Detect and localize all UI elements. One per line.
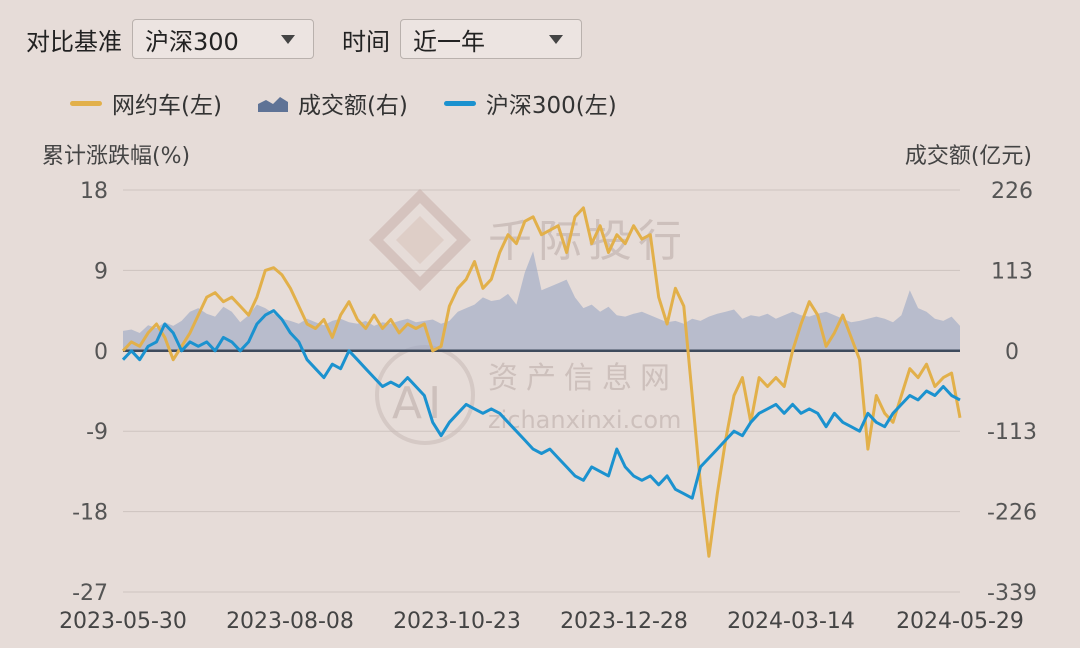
watermark-logo-icon [368,188,472,292]
legend-item-series1[interactable]: 网约车(左) [70,86,222,120]
series-area-turnover [123,251,960,351]
legend-item-series3[interactable]: 沪深300(左) [443,86,617,120]
x-tick-label: 2023-12-28 [560,609,688,634]
x-axis-ticks: 2023-05-30 2023-08-08 2023-10-23 2023-12-28… [59,609,1024,634]
x-tick-label: 2024-03-14 [727,609,855,634]
x-tick-label: 2023-05-30 [59,609,187,634]
chevron-down-icon [281,34,295,44]
x-tick-label: 2023-10-23 [393,609,521,634]
period-value: 近一年 [413,27,485,56]
legend-line-icon [443,100,476,106]
right-tick-label: 0 [1005,340,1019,365]
watermark-site-url: zichanxinxi.com [488,406,681,434]
right-tick-label: -339 [987,581,1037,606]
legend-label-series2: 成交额(右) [297,93,408,119]
right-axis-title: 成交额(亿元) [904,144,1032,169]
chart-controls: 对比基准 沪深300 时间 近一年 [26,16,610,62]
watermark-site-cn: 资产信息网 [488,361,678,396]
legend-label-series1: 网约车(左) [112,93,222,119]
chart-legend: 网约车(左) 成交额(右) 沪深300(左) [70,86,653,120]
left-tick-label: -9 [86,420,108,445]
right-axis-ticks: 226 113 0 -113 -226 -339 [987,179,1037,606]
legend-item-series2[interactable]: 成交额(右) [257,86,408,120]
left-tick-label: -27 [72,581,108,606]
left-tick-label: 0 [94,340,108,365]
right-tick-label: -113 [987,420,1037,445]
x-tick-label: 2024-05-29 [896,609,1024,634]
series-line-layer [121,206,962,558]
period-label: 时间 [342,27,390,56]
period-select[interactable]: 近一年 [400,19,582,59]
left-tick-label: 9 [94,259,108,284]
left-axis-title: 累计涨跌幅(%) [42,144,191,169]
right-tick-label: -226 [987,501,1037,526]
legend-label-series3: 沪深300(左) [485,93,617,119]
chevron-down-icon [549,34,563,44]
series-line-ride-hailing [121,206,962,558]
watermark: 千际投行 AI 资产信息网 zichanxinxi.com [368,188,688,445]
benchmark-label: 对比基准 [26,27,122,56]
left-axis-ticks: 18 9 0 -9 -18 -27 [72,179,108,606]
series-line-csi300 [121,309,961,500]
watermark-brand: 千际投行 [488,216,688,267]
benchmark-value: 沪深300 [145,27,239,56]
left-tick-label: -18 [72,501,108,526]
x-tick-label: 2023-08-08 [226,609,354,634]
legend-area-icon [257,97,288,112]
right-tick-label: 226 [991,179,1033,204]
series-area-layer [123,251,960,353]
benchmark-select[interactable]: 沪深300 [132,19,314,59]
left-tick-label: 18 [80,179,108,204]
grid-lines [123,189,960,593]
legend-line-icon [70,100,102,106]
right-tick-label: 113 [991,259,1033,284]
